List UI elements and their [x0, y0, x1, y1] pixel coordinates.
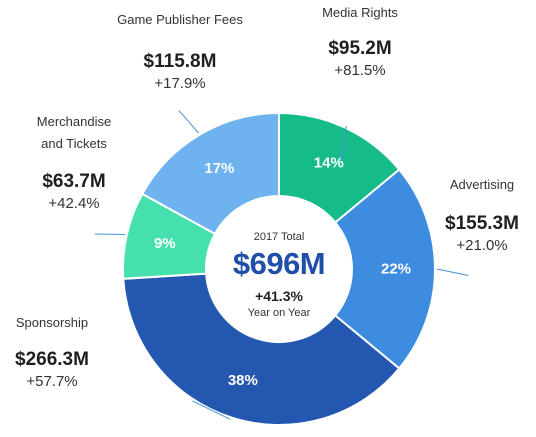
- callout-sponsorship: Sponsorship $266.3M +57.7%: [0, 312, 104, 392]
- leader-line-advertising: [436, 268, 469, 276]
- callout-merchandise-tickets: Merchandise and Tickets $63.7M +42.4%: [14, 111, 134, 214]
- total-value: $696M: [232, 246, 326, 281]
- total-change: +41.3%: [255, 288, 303, 304]
- sponsorship-value: $266.3M: [15, 349, 89, 370]
- slice-label-game-publisher-fees: 17%: [204, 160, 234, 177]
- game-publisher-fees-label: Game Publisher Fees: [117, 12, 243, 27]
- callout-media-rights: Media Rights $95.2M +81.5%: [300, 2, 420, 81]
- leader-line-sponsorship: [192, 400, 231, 420]
- media-rights-change: +81.5%: [334, 62, 386, 79]
- advertising-value: $155.3M: [445, 213, 519, 234]
- merchandise-tickets-label-line2: and Tickets: [41, 136, 107, 151]
- leader-line-merchandise-and-tickets: [94, 233, 125, 236]
- sponsorship-label: Sponsorship: [15, 315, 89, 330]
- donut-center-summary: 2017 Total $696M +41.3% Year on Year: [219, 229, 339, 321]
- game-publisher-fees-value: $115.8M: [143, 51, 217, 72]
- leader-line-game-publisher-fees: [178, 110, 199, 134]
- callout-advertising: Advertising $155.3M +21.0%: [428, 174, 536, 256]
- merchandise-tickets-change: +42.4%: [48, 195, 100, 212]
- slice-label-media-rights: 14%: [314, 155, 344, 172]
- game-publisher-fees-change: +17.9%: [154, 75, 206, 92]
- media-rights-label: Media Rights: [322, 5, 398, 20]
- donut-hole: [206, 196, 352, 342]
- callout-game-publisher-fees: Game Publisher Fees $115.8M +17.9%: [92, 9, 268, 94]
- total-sublabel: Year on Year: [247, 307, 311, 319]
- media-rights-value: $95.2M: [328, 38, 392, 59]
- leader-line-media-rights: [340, 125, 347, 160]
- advertising-change: +21.0%: [456, 237, 508, 254]
- total-label: 2017 Total: [253, 231, 305, 243]
- merchandise-tickets-value: $63.7M: [42, 171, 106, 192]
- sponsorship-change: +57.7%: [26, 373, 78, 390]
- slice-label-sponsorship: 38%: [228, 372, 258, 389]
- advertising-label: Advertising: [449, 177, 515, 192]
- merchandise-tickets-label-line1: Merchandise: [36, 114, 112, 129]
- slice-label-advertising: 22%: [381, 261, 411, 278]
- slice-label-merchandise-and-tickets: 9%: [154, 235, 176, 252]
